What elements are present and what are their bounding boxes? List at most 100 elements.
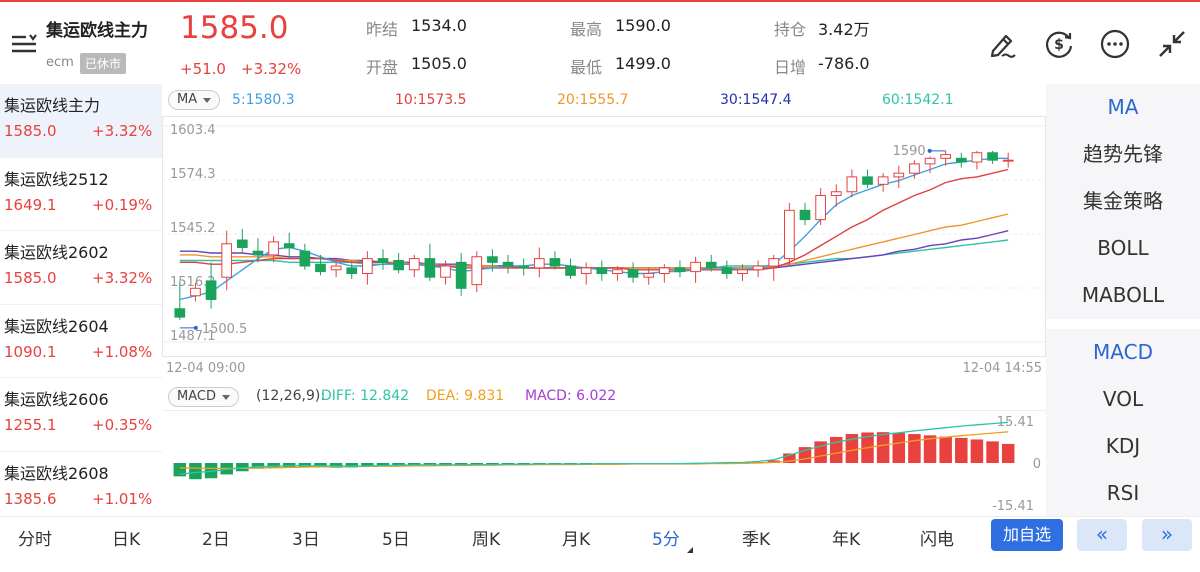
- contract-pct: +0.35%: [92, 416, 153, 434]
- candle-body: [283, 243, 295, 248]
- macd-chart[interactable]: 15.41 0 -15.41: [162, 410, 1046, 516]
- macd-zero-label: 0: [1033, 457, 1041, 472]
- candle-body: [487, 256, 498, 263]
- candle-body: [971, 152, 983, 163]
- macd-histogram-bar: [361, 463, 374, 467]
- indicator-boll[interactable]: BOLL: [1097, 236, 1149, 260]
- candle-body: [518, 265, 530, 269]
- indicator-vol[interactable]: VOL: [1102, 387, 1144, 411]
- contract-price: 1585.0: [4, 122, 57, 140]
- tab-2day[interactable]: 2日: [202, 530, 230, 550]
- contract-item[interactable]: 集运欧线主力 1585.0 +3.32%: [0, 84, 162, 158]
- contract-pct: +1.08%: [92, 342, 153, 361]
- pen-icon[interactable]: [986, 28, 1018, 60]
- indicator-macd[interactable]: MACD: [1093, 340, 1153, 364]
- contract-item[interactable]: 集运欧线2604 1090.1 +1.08%: [0, 305, 162, 378]
- daily-change-label: 日增: [774, 58, 807, 77]
- candle-body: [674, 267, 686, 273]
- contract-name: 集运欧线2604: [4, 316, 109, 336]
- contract-item[interactable]: 集运欧线2608 1385.6 +1.01%: [0, 452, 162, 517]
- ma10-line: [179, 168, 1009, 271]
- indicator-rsi[interactable]: RSI: [1106, 481, 1140, 505]
- tab-monthly[interactable]: 月K: [562, 530, 591, 550]
- open-label: 开盘: [366, 58, 399, 77]
- macd-histogram-bar: [314, 463, 327, 468]
- indicator-trend-pioneer[interactable]: 趋势先锋: [1083, 142, 1163, 166]
- macd-histogram-bar: [423, 463, 437, 466]
- macd-selector[interactable]: MACD: [168, 387, 239, 407]
- candle-body: [330, 265, 342, 271]
- candle-body: [549, 258, 561, 267]
- tab-yearly[interactable]: 年K: [832, 530, 861, 550]
- diff-value: DIFF: 12.842: [321, 388, 410, 404]
- currency-exchange-icon[interactable]: $: [1043, 28, 1075, 60]
- ma-selector[interactable]: MA: [168, 90, 221, 110]
- contract-item[interactable]: 集运欧线2512 1649.1 +0.19%: [0, 158, 162, 231]
- y-tick-label: 1545.2: [170, 221, 216, 236]
- macd-histogram-bar: [267, 463, 280, 468]
- candle-body: [362, 258, 373, 274]
- add-watchlist-button[interactable]: 加自选: [991, 519, 1063, 551]
- tab-intraday[interactable]: 分时: [18, 530, 52, 550]
- prev-button[interactable]: «: [1077, 519, 1127, 551]
- contract-price: 1649.1: [4, 195, 57, 214]
- candlestick-chart[interactable]: 1603.4 1574.3 1545.2 1516.2 1487.1 1590 1500.5…: [162, 84, 1046, 384]
- chart-area[interactable]: MA 5:1580.3 10:1573.5 20:1555.7 30:1547.…: [162, 84, 1046, 516]
- collapse-icon[interactable]: [1156, 28, 1188, 60]
- indicator-gold-strategy[interactable]: 集金策略: [1083, 189, 1163, 213]
- candle-body: [909, 163, 920, 174]
- macd-histogram-bar: [329, 463, 343, 468]
- macd-value: MACD: 6.022: [525, 388, 617, 404]
- candle-body: [862, 176, 873, 185]
- tab-weekly[interactable]: 周K: [472, 530, 501, 550]
- open-value: 1505.0: [411, 54, 467, 73]
- candle-body: [236, 239, 248, 248]
- diff-line: [179, 421, 1009, 475]
- tab-flash[interactable]: 闪电: [920, 530, 954, 550]
- menu-icon[interactable]: [8, 30, 40, 58]
- candle-body: [924, 157, 936, 165]
- macd-histogram-bar: [454, 463, 468, 465]
- max-marker-dot: [927, 148, 932, 153]
- candle-body: [721, 267, 733, 274]
- price-change: +51.0: [180, 60, 226, 78]
- candle-body: [830, 191, 842, 196]
- candle-body: [315, 263, 326, 273]
- candle-body: [987, 152, 998, 161]
- indicator-divider: [1046, 319, 1200, 329]
- contract-name: 集运欧线2602: [4, 243, 109, 262]
- macd-histogram-bar: [783, 453, 796, 463]
- next-button[interactable]: »: [1142, 519, 1192, 551]
- more-icon[interactable]: [1099, 28, 1131, 60]
- instrument-title[interactable]: 集运欧线主力: [46, 21, 148, 41]
- tab-quarterly[interactable]: 季K: [742, 530, 771, 550]
- tab-daily[interactable]: 日K: [112, 530, 141, 550]
- macd-histogram-bar: [439, 463, 452, 465]
- candle-body: [627, 269, 639, 278]
- ma5-line: [179, 157, 1009, 301]
- tab-3day[interactable]: 3日: [292, 530, 320, 550]
- candle-body: [643, 272, 655, 278]
- indicator-maboll[interactable]: MABOLL: [1081, 283, 1165, 307]
- low-label: 最低: [570, 58, 603, 77]
- contract-item[interactable]: 集运欧线2602 1585.0 +3.32%: [0, 231, 162, 305]
- last-price: 1585.0: [180, 10, 289, 46]
- tab-5min[interactable]: 5分: [652, 530, 680, 550]
- chart-frame: [162, 116, 1046, 357]
- tab-5day[interactable]: 5日: [382, 530, 410, 550]
- contract-name: 集运欧线2608: [4, 463, 109, 483]
- price-change-pct: +3.32%: [241, 60, 302, 78]
- candle-body: [205, 280, 217, 300]
- ma20-value: 20:1555.7: [557, 92, 629, 108]
- open-interest-value: 3.42万: [818, 20, 870, 39]
- macd-histogram-bar: [173, 463, 187, 477]
- candle-body: [252, 250, 264, 256]
- macd-top-label: 15.41: [997, 415, 1034, 430]
- contract-item[interactable]: 集运欧线2606 1255.1 +0.35%: [0, 378, 162, 452]
- candle-body: [346, 267, 358, 274]
- period-tabbar: 分时 日K 2日 3日 5日 周K 月K 5分 季K 年K 闪电: [0, 516, 1200, 572]
- candle-body: [221, 243, 233, 278]
- indicator-ma[interactable]: MA: [1107, 95, 1139, 119]
- indicator-kdj[interactable]: KDJ: [1105, 434, 1141, 458]
- macd-histogram-bar: [1001, 443, 1015, 463]
